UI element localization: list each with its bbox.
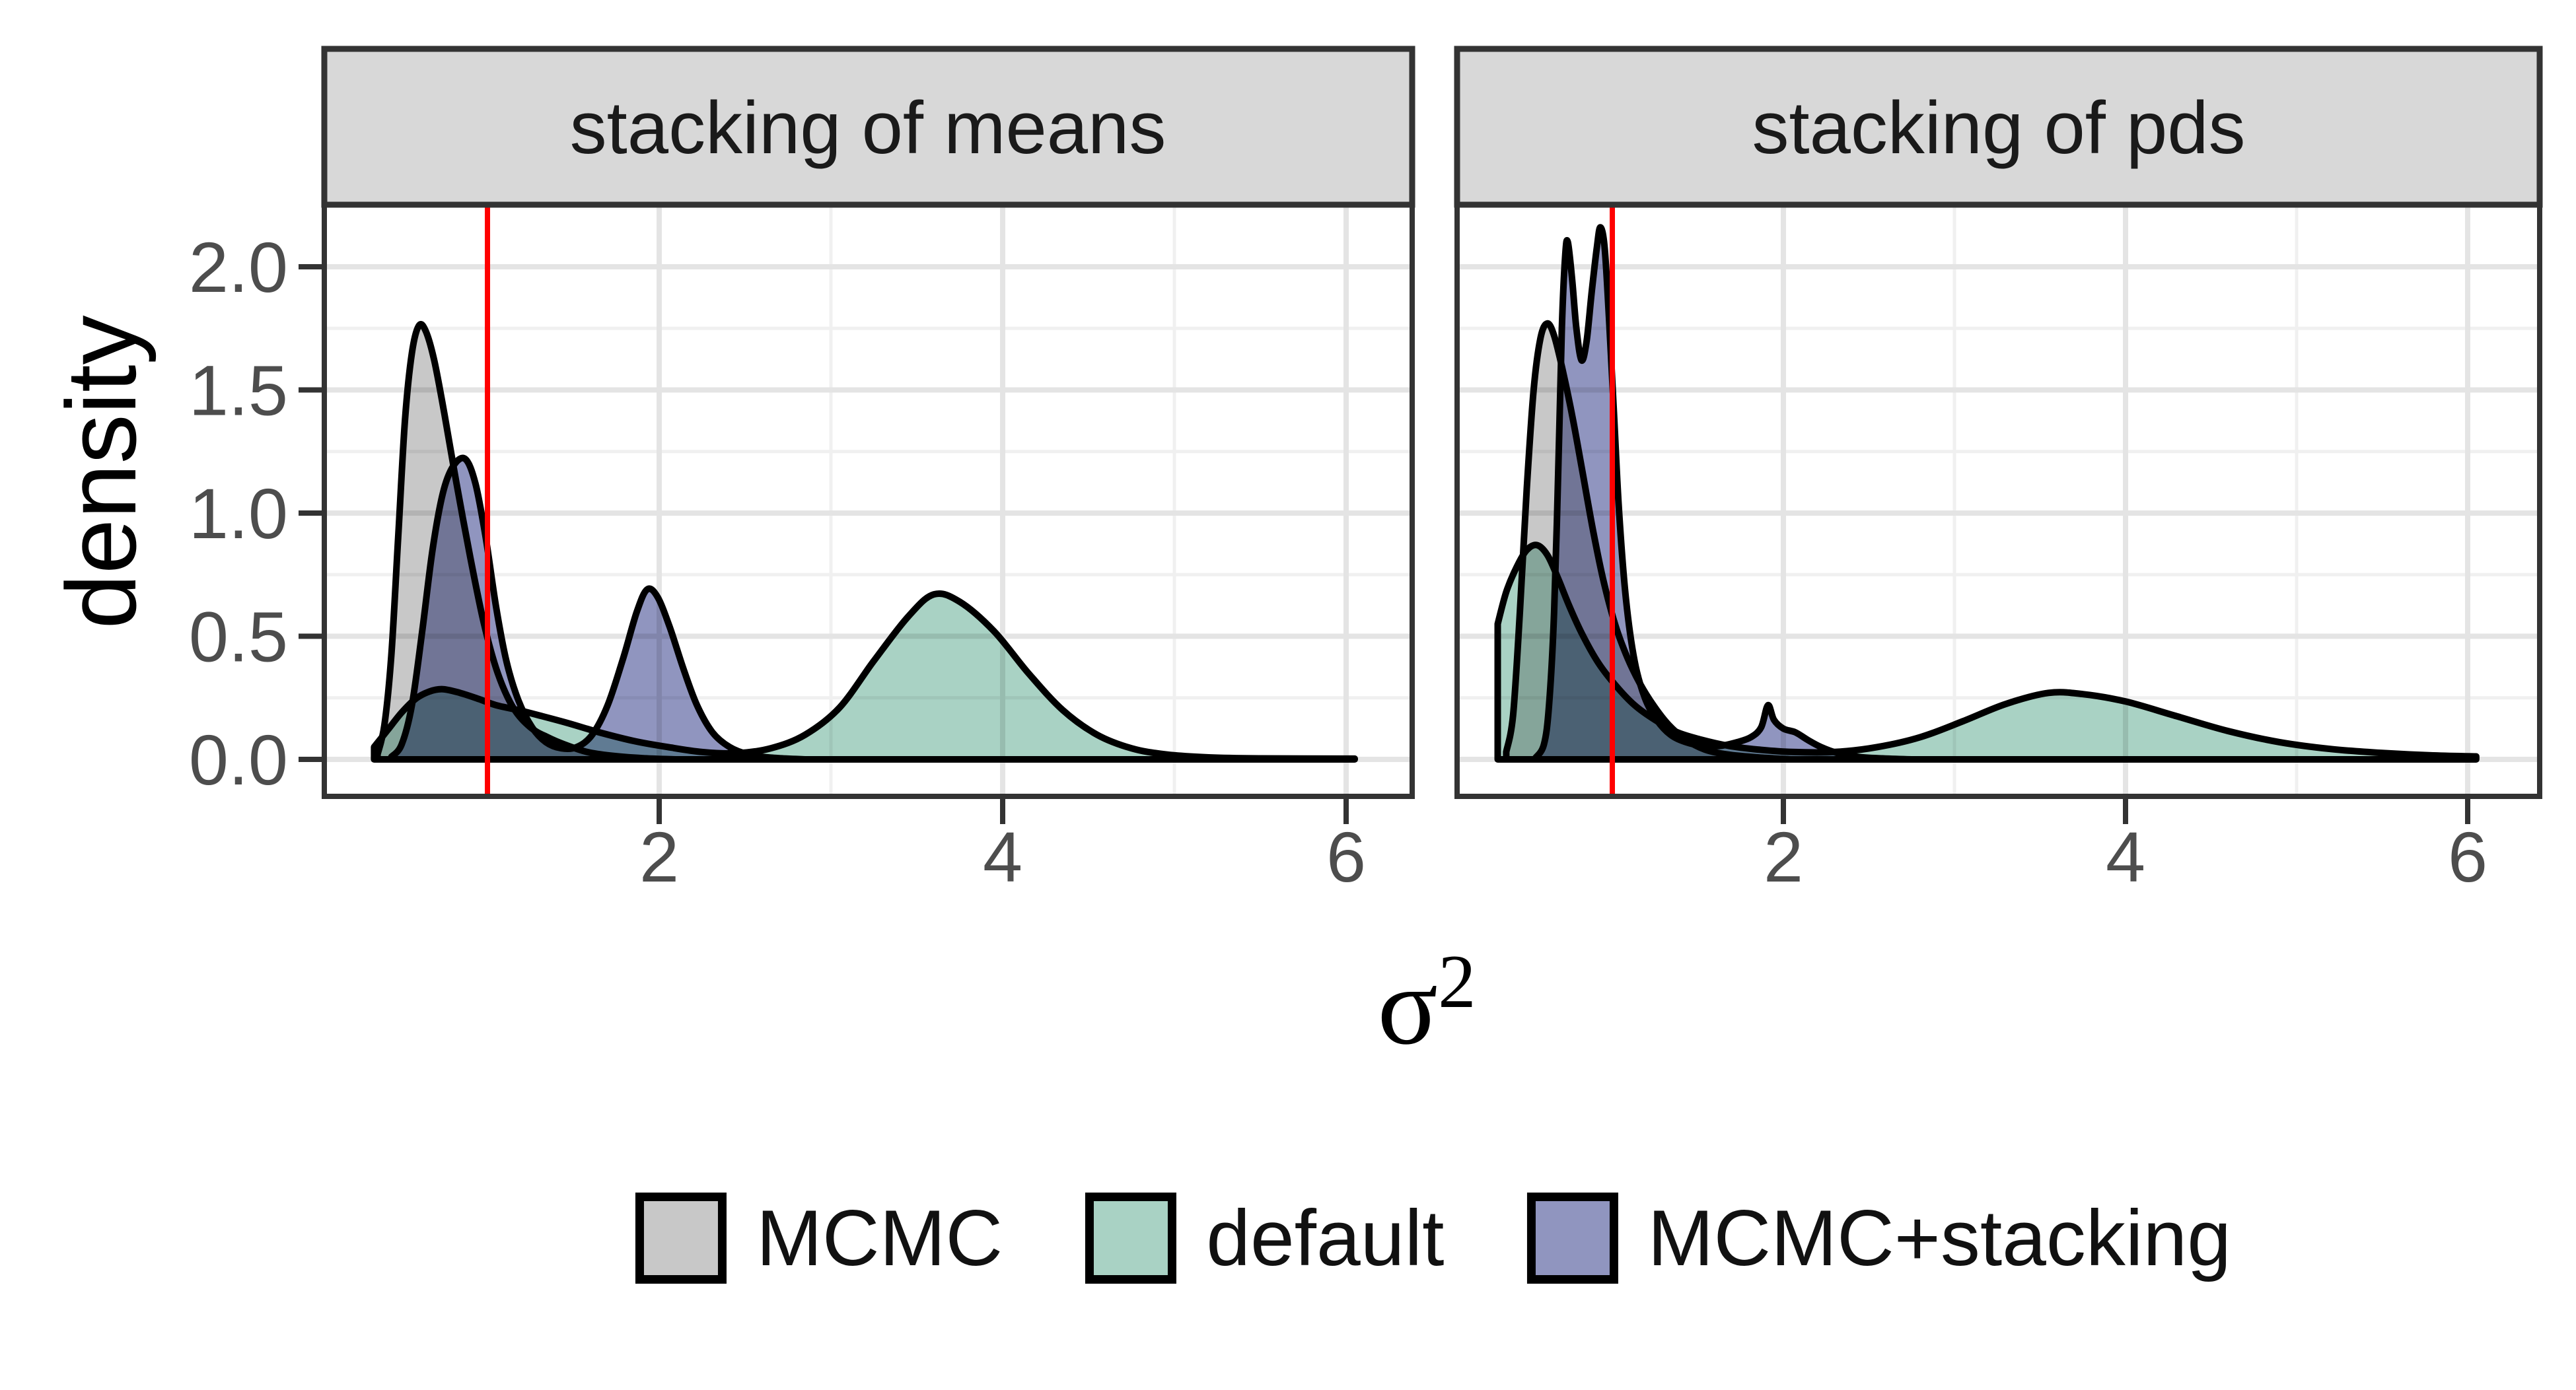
panel-1: 2 4 6 <box>1454 46 2543 897</box>
legend-label-mcmc-stacking: MCMC+stacking <box>1647 1194 2232 1282</box>
x-tick-label: 6 <box>1326 817 1366 897</box>
y-tick-label: 2.0 <box>189 227 288 307</box>
x-tick-label: 4 <box>2106 817 2145 897</box>
x-tick-label: 2 <box>1764 817 1803 897</box>
facet-strip-title-right: stacking of pds <box>1752 87 2245 169</box>
legend-key-mcmc <box>635 1193 727 1284</box>
x-tick-label: 2 <box>639 817 679 897</box>
y-tick-label: 0.5 <box>189 597 288 677</box>
x-axis-title-superscript: 2 <box>1438 940 1476 1024</box>
x-axis-title: σ2 <box>1377 940 1476 1068</box>
x-tick-label: 4 <box>983 817 1022 897</box>
legend-key-default <box>1085 1193 1177 1284</box>
legend-label-default: default <box>1206 1194 1445 1282</box>
y-tick-label: 0.0 <box>189 720 288 800</box>
facet-strip <box>321 46 1415 208</box>
panel-0: 2 4 6 0.0 0.5 1.0 1.5 2.0 <box>189 46 1415 897</box>
legend-item-mcmc-stacking: MCMC+stacking <box>1526 1193 2232 1284</box>
y-tick-label: 1.5 <box>189 351 288 431</box>
x-axis-title-base: σ <box>1377 944 1438 1068</box>
y-tick-label: 1.0 <box>189 473 288 553</box>
density-curve-mcmc-stacking <box>388 454 808 763</box>
facet-strip <box>1454 46 2543 208</box>
facet-strip-title-left: stacking of means <box>570 87 1166 169</box>
legend-label-mcmc: MCMC <box>756 1194 1003 1282</box>
legend-item-mcmc: MCMC <box>635 1193 1003 1284</box>
x-tick-label: 6 <box>2448 817 2487 897</box>
chart-layer: 2 4 6 0.0 0.5 1.0 1.5 2.0 2 4 6 <box>189 46 2543 897</box>
legend-item-default: default <box>1085 1193 1445 1284</box>
legend-key-mcmc-stacking <box>1526 1193 1618 1284</box>
legend: MCMC default MCMC+stacking <box>635 1193 2231 1284</box>
y-axis-title: density <box>46 315 157 629</box>
